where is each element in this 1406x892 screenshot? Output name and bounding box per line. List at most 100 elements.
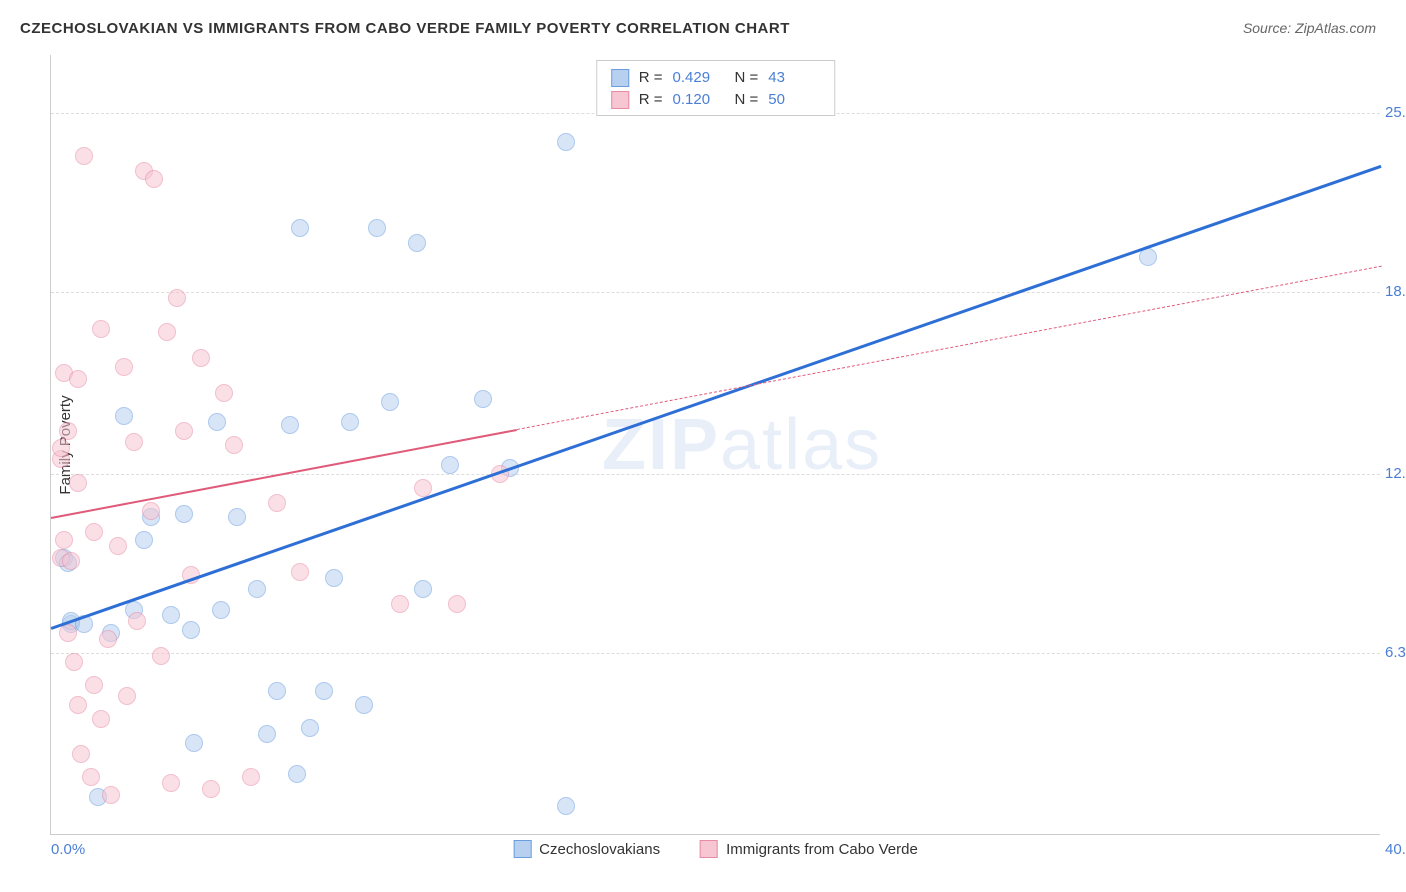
data-point [128, 612, 146, 630]
data-point [355, 696, 373, 714]
data-point [135, 531, 153, 549]
r-label: R = [639, 89, 663, 111]
data-point [92, 710, 110, 728]
x-tick-max: 40.0% [1385, 841, 1406, 858]
data-point [72, 745, 90, 763]
series-legend-item: Czechoslovakians [513, 840, 660, 858]
series-legend-item: Immigrants from Cabo Verde [700, 840, 918, 858]
legend-swatch [700, 840, 718, 858]
y-tick-label: 6.3% [1385, 644, 1406, 661]
source-label: Source: ZipAtlas.com [1243, 20, 1376, 36]
data-point [315, 682, 333, 700]
data-point [185, 734, 203, 752]
data-point [441, 456, 459, 474]
data-point [69, 370, 87, 388]
data-point [142, 502, 160, 520]
stats-legend-row: R =0.120N =50 [611, 89, 821, 111]
data-point [65, 653, 83, 671]
data-point [75, 147, 93, 165]
gridline [51, 474, 1380, 475]
data-point [59, 624, 77, 642]
data-point [69, 474, 87, 492]
data-point [291, 219, 309, 237]
chart-title: CZECHOSLOVAKIAN VS IMMIGRANTS FROM CABO … [20, 20, 790, 37]
data-point [212, 601, 230, 619]
data-point [557, 797, 575, 815]
data-point [258, 725, 276, 743]
data-point [85, 523, 103, 541]
data-point [182, 621, 200, 639]
r-label: R = [639, 67, 663, 89]
y-tick-label: 12.5% [1385, 465, 1406, 482]
data-point [175, 505, 193, 523]
legend-swatch [611, 69, 629, 87]
data-point [152, 647, 170, 665]
data-point [408, 234, 426, 252]
data-point [99, 630, 117, 648]
data-point [288, 765, 306, 783]
series-legend-label: Czechoslovakians [539, 841, 660, 858]
data-point [145, 170, 163, 188]
data-point [109, 537, 127, 555]
data-point [102, 786, 120, 804]
data-point [448, 595, 466, 613]
data-point [208, 413, 226, 431]
data-point [168, 289, 186, 307]
data-point [325, 569, 343, 587]
data-point [85, 676, 103, 694]
data-point [474, 390, 492, 408]
data-point [175, 422, 193, 440]
legend-swatch [611, 91, 629, 109]
data-point [115, 407, 133, 425]
r-value: 0.429 [673, 67, 725, 89]
data-point [368, 219, 386, 237]
data-point [92, 320, 110, 338]
y-tick-label: 18.8% [1385, 283, 1406, 300]
data-point [381, 393, 399, 411]
data-point [162, 774, 180, 792]
data-point [158, 323, 176, 341]
data-point [115, 358, 133, 376]
legend-swatch [513, 840, 531, 858]
data-point [59, 422, 77, 440]
data-point [557, 133, 575, 151]
data-point [202, 780, 220, 798]
data-point [55, 531, 73, 549]
data-point [118, 687, 136, 705]
data-point [414, 580, 432, 598]
data-point [248, 580, 266, 598]
data-point [125, 433, 143, 451]
n-label: N = [735, 89, 759, 111]
n-value: 43 [768, 67, 820, 89]
data-point [268, 682, 286, 700]
series-legend: Czechoslovakians Immigrants from Cabo Ver… [513, 840, 918, 858]
x-tick-min: 0.0% [51, 841, 85, 858]
trend-line-extrapolated [516, 266, 1381, 430]
data-point [215, 384, 233, 402]
data-point [82, 768, 100, 786]
n-label: N = [735, 67, 759, 89]
data-point [52, 439, 70, 457]
data-point [341, 413, 359, 431]
data-point [291, 563, 309, 581]
data-point [62, 552, 80, 570]
data-point [162, 606, 180, 624]
stats-legend: R =0.429N =43R =0.120N =50 [596, 60, 836, 116]
data-point [301, 719, 319, 737]
r-value: 0.120 [673, 89, 725, 111]
stats-legend-row: R = 0.429 N = 43 [611, 67, 821, 89]
series-legend-label: Immigrants from Cabo Verde [726, 841, 918, 858]
data-point [225, 436, 243, 454]
data-point [391, 595, 409, 613]
y-tick-label: 25.0% [1385, 104, 1406, 121]
data-point [69, 696, 87, 714]
gridline [51, 653, 1380, 654]
data-point [281, 416, 299, 434]
plot-area: Family Poverty ZIPatlas R =0.429N =43R =… [50, 55, 1380, 835]
data-point [1139, 248, 1157, 266]
data-point [228, 508, 246, 526]
data-point [192, 349, 210, 367]
data-point [268, 494, 286, 512]
gridline [51, 292, 1380, 293]
data-point [242, 768, 260, 786]
